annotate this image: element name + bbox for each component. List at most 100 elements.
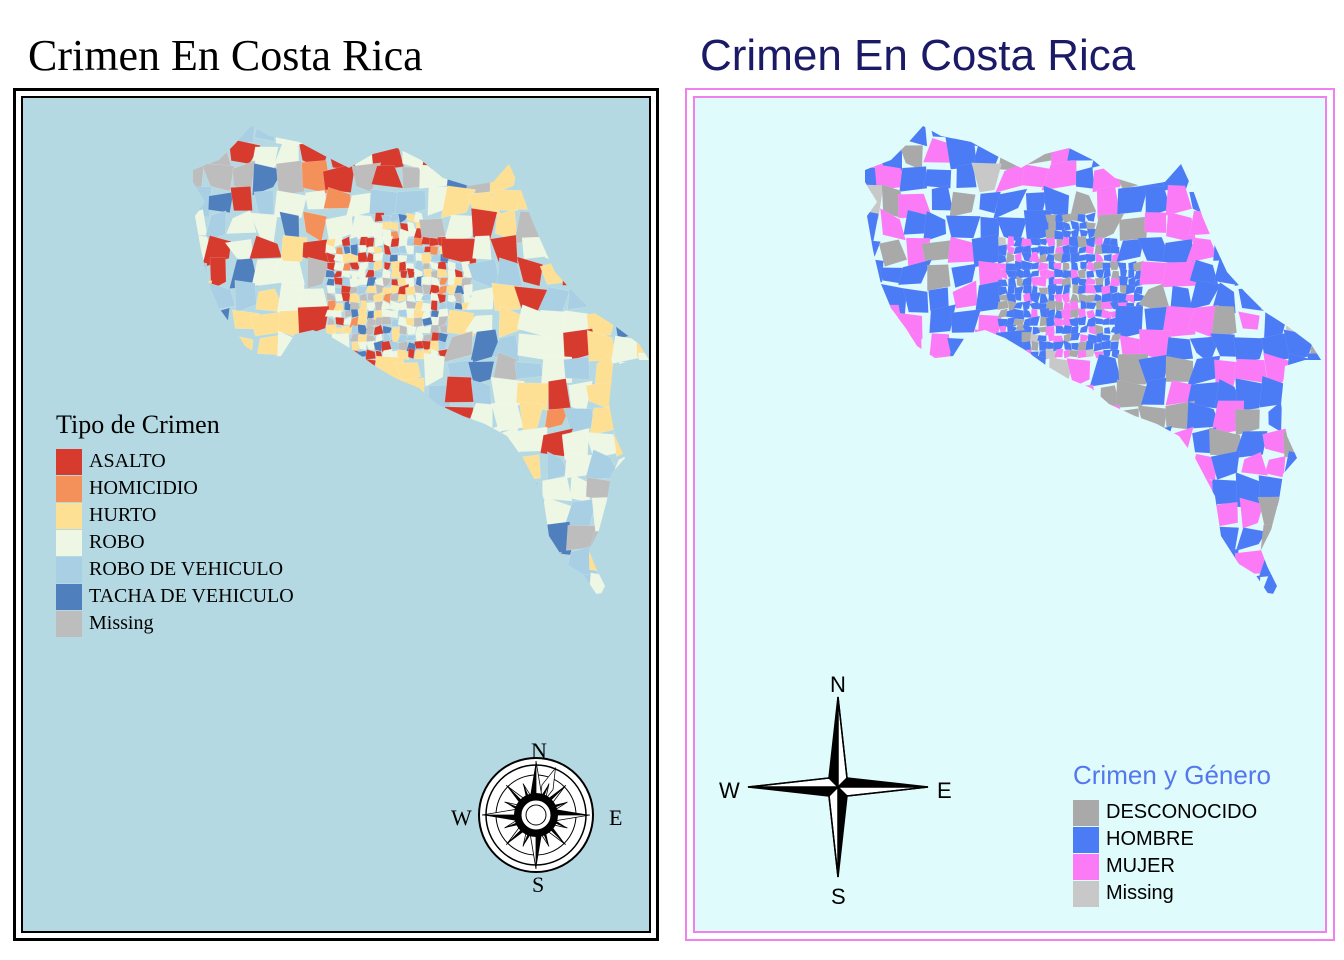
canton-region <box>1097 594 1125 598</box>
canton-region <box>1165 355 1194 383</box>
canton-region <box>924 400 956 430</box>
canton-region <box>567 281 588 311</box>
canton-region <box>641 400 649 433</box>
canton-region <box>560 140 596 165</box>
canton-region <box>1305 190 1321 217</box>
canton-region <box>325 126 352 148</box>
canton-region <box>560 188 593 213</box>
canton-region <box>398 261 407 273</box>
canton-region <box>1311 209 1321 243</box>
canton-region <box>1090 570 1115 598</box>
canton-region <box>413 317 423 327</box>
canton-region <box>402 523 430 550</box>
canton-region <box>1305 525 1321 556</box>
canton-region <box>1070 252 1080 263</box>
legend-label: Missing <box>89 612 154 634</box>
canton-region <box>402 476 428 502</box>
legend-item-missing: Missing <box>1073 880 1271 907</box>
canton-region <box>945 570 979 598</box>
canton-region <box>415 334 424 342</box>
canton-region <box>1311 126 1321 148</box>
canton-region <box>441 596 478 598</box>
canton-region <box>193 381 209 408</box>
canton-region <box>325 382 357 409</box>
canton-region <box>395 451 419 484</box>
canton-region <box>1085 244 1095 255</box>
canton-region <box>1062 244 1071 257</box>
canton-region <box>588 572 616 595</box>
canton-region <box>874 500 909 528</box>
canton-region <box>1085 348 1096 358</box>
canton-region <box>926 264 951 291</box>
canton-region <box>865 305 875 338</box>
right-compass-n-label: N <box>830 672 846 697</box>
canton-region <box>375 333 383 343</box>
canton-region <box>993 577 1027 597</box>
canton-region <box>1071 425 1097 460</box>
canton-region <box>1094 277 1105 286</box>
canton-region <box>373 324 384 336</box>
canton-region <box>925 472 948 508</box>
canton-region <box>371 165 404 189</box>
canton-region <box>1144 212 1167 234</box>
canton-region <box>1259 126 1293 142</box>
canton-region <box>297 305 330 338</box>
canton-region <box>371 595 399 598</box>
canton-region <box>1282 430 1315 458</box>
canton-region <box>415 275 424 288</box>
canton-region <box>491 282 522 311</box>
canton-region <box>373 259 383 271</box>
canton-region <box>946 497 980 532</box>
canton-region <box>516 454 541 482</box>
canton-region <box>1140 377 1167 406</box>
legend-label: ROBO <box>89 531 145 553</box>
canton-region <box>612 282 643 308</box>
canton-region <box>1094 324 1104 334</box>
canton-region <box>1118 496 1147 526</box>
canton-region <box>301 352 332 385</box>
canton-region <box>1068 521 1097 548</box>
canton-region <box>638 453 649 483</box>
canton-region <box>1263 138 1291 173</box>
canton-region <box>1187 126 1220 148</box>
canton-region <box>1233 575 1261 598</box>
canton-region <box>335 316 345 326</box>
canton-region <box>492 140 519 166</box>
canton-region <box>1095 252 1105 264</box>
canton-region <box>1093 546 1119 577</box>
canton-region <box>612 528 637 554</box>
canton-region <box>1264 455 1286 478</box>
canton-region <box>971 592 1005 598</box>
canton-region <box>1167 449 1192 478</box>
canton-region <box>342 262 352 271</box>
canton-region <box>205 352 233 388</box>
canton-region <box>971 126 1005 139</box>
canton-region <box>1075 166 1095 189</box>
canton-region <box>878 239 908 267</box>
canton-region <box>1305 429 1321 452</box>
canton-region <box>200 163 235 192</box>
legend-item-hurto: HURTO <box>56 502 294 529</box>
canton-region <box>1044 524 1076 554</box>
canton-region <box>641 165 649 191</box>
canton-region <box>971 162 1002 193</box>
canton-region <box>1045 237 1056 247</box>
canton-region <box>874 522 909 553</box>
canton-region <box>1257 496 1292 532</box>
canton-region <box>1138 592 1167 598</box>
canton-region <box>493 520 523 555</box>
canton-region <box>584 215 614 237</box>
canton-region <box>1306 353 1321 386</box>
canton-region <box>225 126 255 146</box>
canton-region <box>1171 475 1191 509</box>
canton-region <box>611 213 637 240</box>
canton-region <box>1233 209 1268 242</box>
cantons-layer <box>865 126 1321 598</box>
canton-region <box>1075 126 1102 145</box>
canton-region <box>976 424 1005 458</box>
canton-region <box>1212 237 1236 262</box>
canton-region <box>1096 426 1123 455</box>
canton-region <box>1232 187 1268 218</box>
canton-region <box>348 473 380 508</box>
canton-region <box>927 126 958 139</box>
